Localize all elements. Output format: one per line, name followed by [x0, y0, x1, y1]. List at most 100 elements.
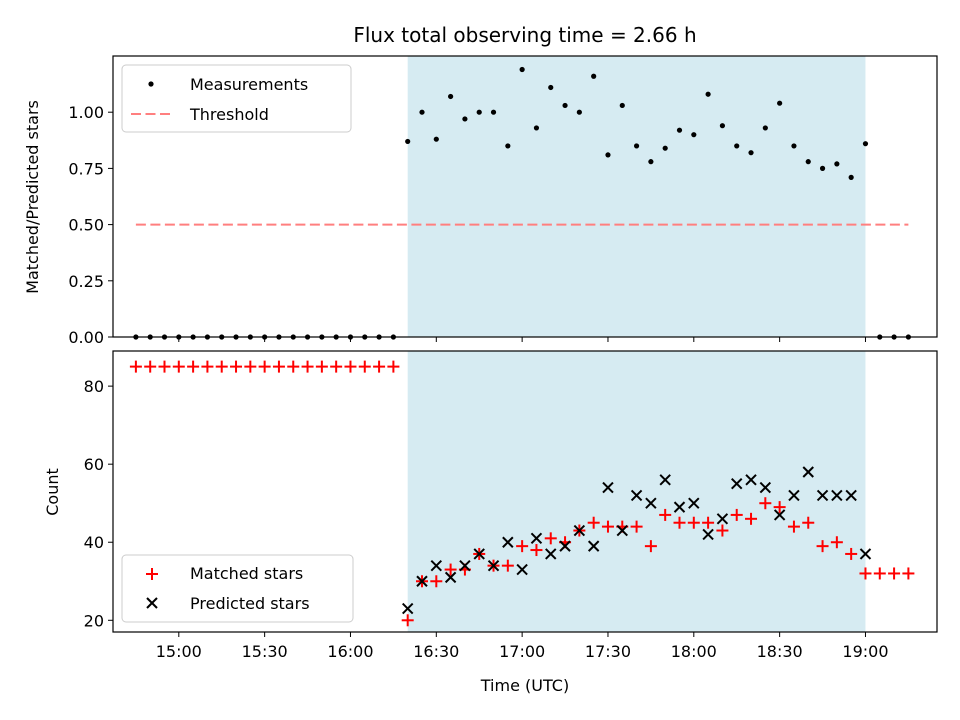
measurement-point — [834, 161, 840, 167]
matched-star-point — [373, 360, 386, 373]
predicted-star-point — [745, 474, 757, 486]
top-ticks: 0.00 0.25 0.50 0.75 1.00 — [68, 103, 866, 347]
predicted-star-point — [773, 509, 786, 521]
predicted-star-point — [688, 497, 700, 509]
legend-predicted-marker — [146, 597, 158, 609]
measurement-point — [762, 125, 768, 131]
bottom-y-tick-label: 40 — [84, 533, 104, 552]
measurement-point — [819, 165, 826, 171]
predicted-stars-points — [401, 466, 872, 615]
measurement-point — [519, 66, 525, 73]
matched-star-point — [730, 508, 743, 521]
matched-star-point — [358, 360, 371, 373]
matched-star-point — [530, 544, 543, 557]
matched-star-point — [587, 516, 600, 529]
matched-star-point — [630, 520, 643, 533]
matched-star-point — [315, 360, 328, 373]
matched-star-point — [659, 508, 672, 521]
matched-star-point — [287, 360, 300, 373]
matched-star-point — [401, 614, 414, 627]
measurement-point — [591, 73, 597, 79]
matched-star-point — [787, 520, 800, 533]
measurement-point — [533, 125, 540, 131]
bottom-y-tick-label: 60 — [84, 455, 104, 474]
predicted-star-point — [802, 466, 814, 478]
top-y-axis-label: Matched/Predicted stars — [23, 100, 42, 294]
bottom-y-tick-label: 20 — [84, 611, 104, 630]
predicted-star-point — [788, 489, 800, 502]
matched-star-point — [430, 575, 443, 588]
matched-star-point — [673, 516, 686, 529]
predicted-star-point — [444, 571, 457, 584]
bottom-plot: 15:00 15:30 16:00 16:30 17:00 17:30 18:00 18:30… — [43, 350, 938, 695]
top-y-tick-label: 0.25 — [68, 272, 104, 291]
legend-measurements-marker — [148, 81, 154, 87]
matched-star-point — [172, 360, 185, 373]
x-tick-label: 17:30 — [585, 642, 631, 661]
matched-star-point — [802, 516, 815, 529]
predicted-star-point — [845, 489, 857, 502]
predicted-star-point — [502, 536, 514, 548]
predicted-star-point — [602, 481, 614, 494]
matched-star-point — [501, 559, 514, 572]
measurement-point — [848, 174, 854, 180]
measurement-point — [462, 116, 468, 122]
matched-star-point — [258, 360, 271, 373]
measurement-point — [548, 84, 554, 91]
legend-predicted-label: Predicted stars — [190, 594, 310, 613]
predicted-star-point — [587, 540, 600, 552]
predicted-star-point — [459, 559, 471, 572]
top-legend-box — [121, 64, 352, 133]
bottom-y-tick-label: 80 — [84, 377, 104, 396]
predicted-star-point — [416, 575, 428, 587]
top-legend: Measurements Threshold — [121, 64, 352, 133]
matched-star-point — [330, 360, 343, 373]
measurement-point — [433, 136, 439, 142]
measurement-point — [791, 143, 797, 149]
predicted-star-point — [702, 528, 714, 541]
measurement-point — [405, 138, 411, 145]
matched-star-point — [745, 512, 758, 525]
matched-star-point — [830, 536, 843, 549]
matched-star-point — [716, 524, 729, 537]
matched-star-point — [601, 520, 614, 533]
legend-threshold-label: Threshold — [189, 105, 269, 124]
matched-star-point — [888, 567, 901, 580]
measurement-point — [676, 127, 683, 133]
measurement-point — [448, 93, 454, 100]
predicted-star-point — [530, 532, 543, 545]
x-tick-label: 15:30 — [242, 642, 288, 661]
measurement-point — [648, 159, 654, 165]
matched-star-point — [158, 360, 171, 373]
predicted-star-point — [616, 524, 628, 537]
top-y-tick-label: 0.50 — [68, 216, 104, 235]
x-tick-label: 16:30 — [413, 642, 459, 661]
measurement-point — [505, 143, 511, 149]
predicted-star-point — [831, 489, 843, 502]
measurement-point — [605, 152, 611, 158]
x-tick-label: 18:00 — [671, 642, 717, 661]
measurement-point — [719, 123, 726, 129]
measurement-point — [562, 102, 568, 109]
top-plot-frame — [112, 55, 938, 338]
predicted-star-point — [630, 489, 643, 502]
matched-star-point — [902, 567, 915, 580]
matched-star-point — [215, 360, 228, 373]
matched-star-point — [444, 563, 457, 576]
measurement-point — [662, 145, 668, 151]
x-axis-label: Time (UTC) — [480, 676, 569, 695]
matched-star-point — [272, 360, 285, 373]
predicted-star-point — [559, 540, 571, 552]
matched-star-point — [129, 360, 142, 373]
matched-star-point — [244, 360, 257, 373]
measurement-point — [862, 141, 869, 147]
measurement-point — [691, 132, 697, 138]
matched-stars-points — [129, 360, 915, 627]
predicted-star-point — [516, 563, 528, 576]
bottom-legend-box — [121, 554, 354, 623]
measurement-point — [705, 91, 711, 97]
x-tick-label: 16:00 — [327, 642, 373, 661]
matched-star-point — [387, 360, 400, 373]
measurement-point — [619, 102, 625, 109]
